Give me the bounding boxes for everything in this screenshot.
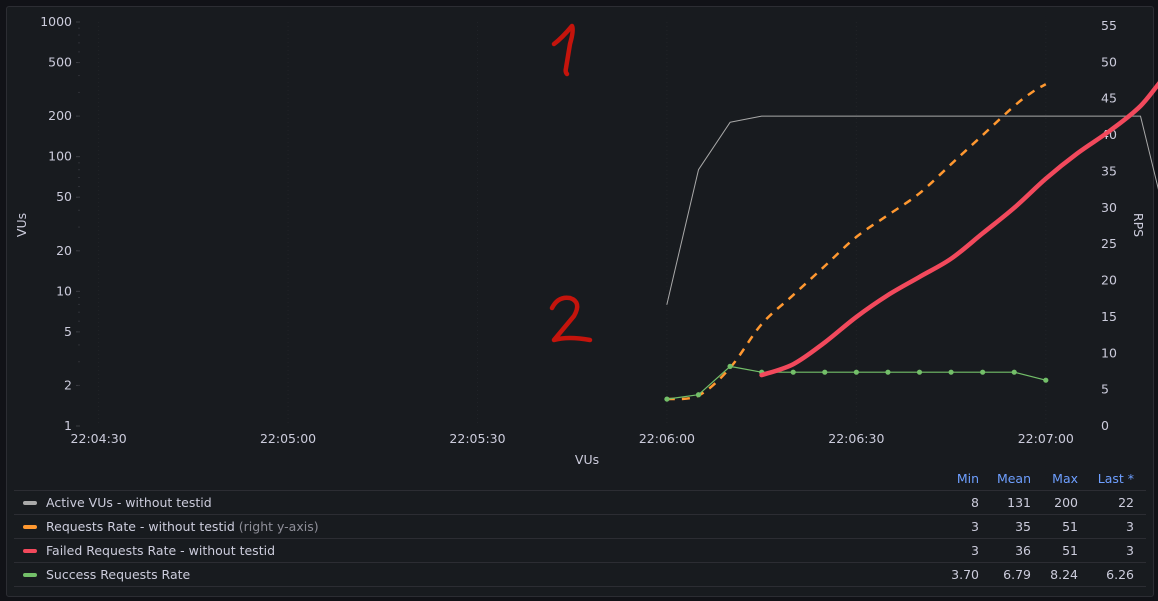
annotation-layer: 1 2: [549, 23, 593, 343]
grid-lines: [98, 22, 1047, 426]
success-rate-point: [1043, 377, 1049, 383]
right-tick-label: 15: [1101, 309, 1117, 324]
legend-series-name[interactable]: Success Requests Rate: [46, 567, 191, 582]
left-tick-label: 200: [48, 108, 72, 123]
legend-swatch: [23, 500, 37, 505]
legend-max: 51: [1062, 543, 1078, 558]
left-tick-label: 20: [56, 243, 72, 258]
left-axis-title: VUs: [14, 213, 29, 237]
legend-mean: 36: [1015, 543, 1031, 558]
series-layer: [664, 81, 1158, 402]
legend-table: Min Mean Max Last * Active VUs - without…: [14, 466, 1146, 587]
legend-header-max[interactable]: Max: [1052, 470, 1078, 486]
legend-header-min[interactable]: Min: [956, 470, 979, 486]
success-rate-point: [948, 369, 954, 375]
left-y-axis: 1 2 5 10 20 50 100 200 500 1000: [40, 14, 80, 433]
right-tick-label: 35: [1101, 163, 1117, 178]
left-tick-label: 10: [56, 283, 72, 298]
right-tick-label: 55: [1101, 18, 1117, 33]
x-tick-label: 22:05:00: [260, 431, 316, 446]
legend-swatch: [23, 524, 37, 529]
left-tick-label: 1000: [40, 14, 72, 29]
legend-min: 3: [971, 519, 979, 534]
legend-min: 3: [971, 543, 979, 558]
right-tick-label: 10: [1101, 345, 1117, 360]
legend-max: 8.24: [1050, 567, 1078, 582]
legend-series-name[interactable]: Requests Rate - without testid (right y-a…: [46, 519, 939, 534]
legend-mean: 6.79: [1003, 567, 1031, 582]
success-rate-point: [885, 369, 891, 375]
x-tick-label: 22:06:00: [639, 431, 695, 446]
legend-series-label: Requests Rate - without testid: [46, 519, 235, 534]
success-rate-point: [695, 392, 702, 398]
right-tick-label: 45: [1101, 91, 1117, 106]
success-rate-point: [1011, 369, 1017, 375]
right-tick-label: 25: [1101, 236, 1117, 251]
legend-row-active-vus[interactable]: Active VUs - without testid 8 131 200 22: [14, 490, 1146, 514]
legend-last: 22: [1118, 495, 1134, 510]
chart-panel: [6, 6, 1154, 597]
left-tick-label: 1: [64, 418, 72, 433]
legend-max: 200: [1054, 495, 1078, 510]
left-tick-label: 500: [48, 55, 72, 70]
success-rate-point: [916, 369, 923, 375]
legend-row-failed-requests[interactable]: Failed Requests Rate - without testid 3 …: [14, 538, 1146, 562]
right-tick-label: 5: [1101, 382, 1109, 397]
x-tick-label: 22:06:30: [828, 431, 884, 446]
annotation-2: [549, 295, 593, 343]
legend-row-requests-rate[interactable]: Requests Rate - without testid (right y-a…: [14, 514, 1146, 538]
right-tick-label: 30: [1101, 200, 1117, 215]
legend-last: 3: [1126, 519, 1134, 534]
legend-header-last[interactable]: Last *: [1097, 470, 1134, 486]
legend-swatch: [23, 572, 37, 577]
legend-min: 3.70: [951, 567, 979, 582]
legend-series-name[interactable]: Failed Requests Rate - without testid: [46, 543, 276, 558]
x-tick-label: 22:04:30: [71, 431, 127, 446]
legend-row-success-requests[interactable]: Success Requests Rate 3.70 6.79 8.24 6.2…: [14, 562, 1146, 587]
success-rate-point: [822, 369, 828, 375]
legend-min: 8: [971, 495, 979, 510]
x-axis-title: VUs: [575, 452, 599, 467]
legend-last: 6.26: [1106, 567, 1134, 582]
success-rate-point: [853, 369, 859, 375]
legend-max: 51: [1062, 519, 1078, 534]
legend-series-name[interactable]: Active VUs - without testid: [46, 495, 212, 510]
series-line-0: [666, 115, 1158, 305]
left-tick-label: 2: [64, 377, 72, 392]
right-tick-label: 50: [1101, 54, 1117, 69]
legend-swatch: [23, 548, 37, 553]
legend-header: Min Mean Max Last *: [14, 466, 1146, 490]
series-line-1: [666, 83, 1047, 401]
success-rate-point: [980, 369, 986, 375]
x-tick-label: 22:07:00: [1018, 431, 1074, 446]
left-tick-label: 5: [64, 324, 72, 339]
success-rate-point: [664, 396, 670, 402]
annotation-1: [551, 23, 575, 77]
legend-mean: 35: [1015, 519, 1031, 534]
right-tick-label: 20: [1101, 273, 1117, 288]
legend-header-mean[interactable]: Mean: [996, 470, 1031, 486]
right-tick-label: 0: [1101, 418, 1109, 433]
legend-mean: 131: [1007, 495, 1031, 510]
left-tick-label: 50: [56, 189, 72, 204]
legend-series-suffix: (right y-axis): [238, 519, 319, 534]
left-tick-label: 100: [48, 149, 72, 164]
success-rate-point: [727, 363, 733, 369]
success-rate-point: [790, 369, 796, 375]
x-tick-label: 22:05:30: [449, 431, 505, 446]
series-line-2: [759, 81, 1158, 378]
legend-last: 3: [1126, 543, 1134, 558]
x-axis: 22:04:30 22:05:00 22:05:30 22:06:00 22:06:30…: [71, 431, 1074, 446]
right-axis-title: RPS: [1131, 213, 1146, 237]
